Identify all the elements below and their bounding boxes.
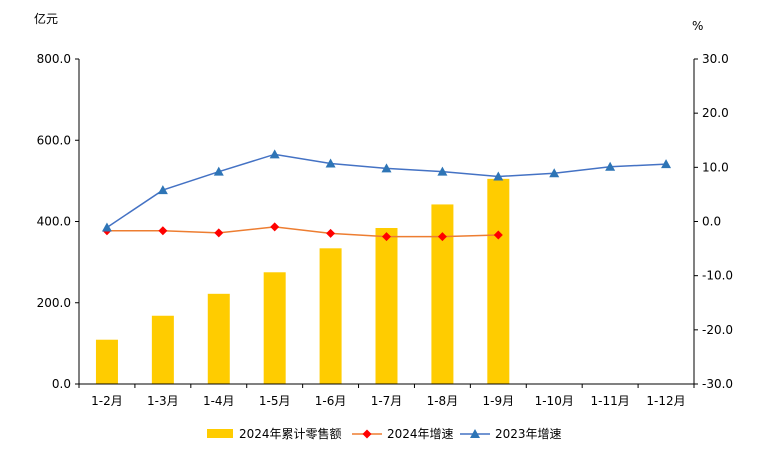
legend-label: 2024年累计零售额 — [239, 426, 342, 441]
x-tick-label-1-12月: 1-12月 — [646, 394, 685, 408]
right-axis-unit-label: % — [692, 19, 703, 33]
legend-swatch-bar — [207, 429, 233, 438]
point-2024年增速-1-4月 — [214, 228, 224, 238]
legend-label: 2023年增速 — [495, 427, 562, 441]
right-tick-label: -30.0 — [702, 377, 733, 391]
x-tick-label-1-8月: 1-8月 — [427, 394, 459, 408]
right-tick-label: 10.0 — [702, 160, 729, 174]
legend-marker-diamond — [362, 429, 372, 439]
x-tick-label-1-3月: 1-3月 — [147, 394, 179, 408]
point-2023年增速-1-11月 — [605, 161, 616, 171]
left-tick-label: 600.0 — [37, 133, 71, 147]
x-tick-label-1-2月: 1-2月 — [91, 394, 123, 408]
x-tick-label-1-11月: 1-11月 — [591, 394, 630, 408]
legend: 2024年累计零售额 2024年增速 2023年增速 — [207, 426, 562, 441]
bar-1-8月 — [431, 204, 454, 384]
left-axis-unit-label: 亿元 — [34, 11, 58, 26]
right-tick-label: -20.0 — [702, 323, 733, 337]
point-2024年增速-1-7月 — [382, 232, 391, 242]
left-tick-label: 200.0 — [37, 296, 71, 310]
point-2024年增速-1-3月 — [158, 226, 168, 236]
right-tick-label: 0.0 — [702, 215, 721, 229]
bar-1-3月 — [151, 315, 174, 384]
bar-1-2月 — [95, 339, 118, 384]
point-2023年增速-1-5月 — [269, 149, 280, 159]
series-line-2024年增速 — [106, 226, 499, 238]
point-2024年增速-1-5月 — [270, 222, 280, 232]
point-2023年增速-1-12月 — [661, 159, 672, 169]
x-tick-label-1-4月: 1-4月 — [203, 394, 235, 408]
point-2024年增速-1-6月 — [326, 228, 336, 238]
point-2023年增速-1-6月 — [325, 158, 336, 168]
point-2024年增速-1-8月 — [437, 232, 447, 242]
x-tick-label-1-9月: 1-9月 — [483, 394, 515, 408]
point-2023年增速-1-4月 — [213, 166, 224, 176]
point-2023年增速-1-2月 — [101, 222, 112, 232]
point-2023年增速-1-7月 — [381, 163, 392, 173]
plot-area: 0.0 200.0 400.0 600.0 800.0 -30.0 -20.0 -10.0 0.… — [37, 52, 733, 408]
left-tick-label: 800.0 — [37, 52, 71, 66]
legend-marker-triangle — [470, 429, 480, 438]
bar-1-5月 — [263, 272, 286, 384]
point-2023年增速-1-3月 — [157, 185, 168, 195]
right-tick-label: 30.0 — [702, 52, 729, 66]
point-2023年增速-1-9月 — [493, 171, 504, 181]
right-tick-label: 20.0 — [702, 106, 729, 120]
point-2023年增速-1-10月 — [549, 168, 560, 178]
x-tick-label-1-6月: 1-6月 — [315, 394, 347, 408]
bar-1-6月 — [319, 248, 342, 384]
bar-1-4月 — [207, 293, 230, 384]
point-2023年增速-1-8月 — [437, 166, 448, 176]
bar-1-9月 — [487, 178, 510, 384]
legend-label: 2024年增速 — [387, 427, 454, 441]
point-2024年增速-1-9月 — [493, 230, 503, 240]
x-tick-label-1-7月: 1-7月 — [371, 394, 403, 408]
x-tick-label-1-5月: 1-5月 — [259, 394, 291, 408]
right-tick-label: -10.0 — [702, 269, 733, 283]
bar-1-7月 — [375, 228, 398, 384]
left-tick-label: 400.0 — [37, 215, 71, 229]
left-tick-label: 0.0 — [52, 377, 71, 391]
x-tick-label-1-10月: 1-10月 — [535, 394, 574, 408]
